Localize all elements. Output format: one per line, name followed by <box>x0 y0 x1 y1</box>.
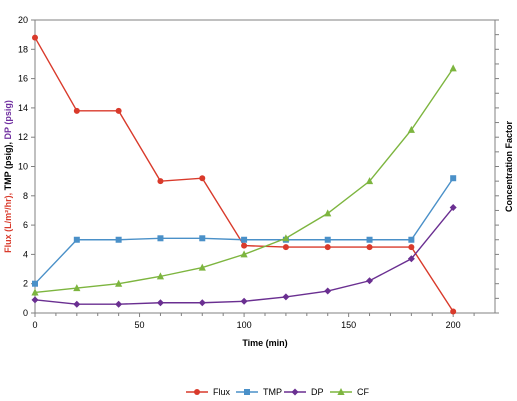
data-point-tmp <box>32 280 38 287</box>
y2-axis-title: Concentration Factor <box>504 121 514 213</box>
data-point-flux <box>408 244 415 251</box>
data-point-tmp <box>324 236 331 243</box>
data-point-dp <box>31 296 39 304</box>
data-point-cf <box>73 284 81 292</box>
data-point-tmp <box>408 236 415 243</box>
y-axis-title-part: DP (psig) <box>3 100 13 139</box>
data-point-cf <box>449 64 457 72</box>
data-point-cf <box>198 263 206 271</box>
data-point-cf <box>407 125 415 133</box>
series-line-tmp <box>34 177 454 285</box>
x-tick-label: 0 <box>32 320 37 330</box>
x-tick-label: 100 <box>237 320 252 330</box>
legend-marker-dp <box>291 388 299 396</box>
data-point-cf <box>156 272 165 280</box>
legend-marker-cf <box>337 388 345 395</box>
legend-label-tmp: TMP <box>263 387 282 397</box>
x-tick-label: 50 <box>135 320 145 330</box>
y-tick-label: 12 <box>18 132 28 142</box>
data-point-dp <box>407 255 415 263</box>
x-tick-label: 200 <box>446 320 461 330</box>
series-line-cf <box>34 67 454 294</box>
data-point-flux <box>241 242 248 249</box>
data-point-cf <box>240 250 248 258</box>
data-point-flux <box>199 175 206 182</box>
y-tick-label: 8 <box>23 191 28 201</box>
y-tick-label: 10 <box>18 162 28 172</box>
data-point-dp <box>366 277 374 285</box>
data-point-tmp <box>366 236 373 243</box>
data-point-flux <box>73 107 80 114</box>
data-point-dp <box>449 204 457 212</box>
y-axis-title: Flux (L/m²/hr), TMP (psig), DP (psig) <box>3 100 13 253</box>
legend-marker-flux <box>194 389 200 395</box>
legend-marker-tmp <box>244 389 250 395</box>
data-point-flux <box>115 107 122 114</box>
data-point-flux <box>450 308 457 315</box>
y-tick-label: 16 <box>18 74 28 84</box>
data-point-tmp <box>241 236 248 243</box>
data-point-dp <box>282 293 290 301</box>
data-point-cf <box>282 234 290 242</box>
y-axis-title-part: TMP (psig), <box>3 140 13 191</box>
data-point-flux <box>282 244 289 251</box>
legend: Flux TMP DP CF <box>186 387 369 397</box>
data-point-cf <box>324 209 332 217</box>
y-tick-label: 4 <box>23 249 28 259</box>
y-tick-label: 14 <box>18 103 28 113</box>
data-point-flux <box>157 178 164 185</box>
data-point-flux <box>324 244 331 251</box>
x-tick-label: 150 <box>341 320 356 330</box>
y-tick-label: 18 <box>18 44 28 54</box>
data-point-flux <box>32 34 38 41</box>
data-point-tmp <box>157 235 164 242</box>
legend-label-flux: Flux <box>213 387 231 397</box>
data-point-dp <box>156 299 164 307</box>
data-point-flux <box>366 244 373 251</box>
y-axis-title-part: Flux (L/m²/hr), <box>3 190 13 253</box>
data-point-dp <box>198 299 206 307</box>
data-point-tmp <box>73 236 80 243</box>
data-point-tmp <box>115 236 122 243</box>
legend-label-cf: CF <box>357 387 369 397</box>
data-point-dp <box>240 297 248 305</box>
y-tick-label: 0 <box>23 308 28 318</box>
legend-label-dp: DP <box>311 387 324 397</box>
x-axis-title: Time (min) <box>242 338 287 348</box>
y-tick-label: 6 <box>23 220 28 230</box>
data-point-tmp <box>450 175 457 182</box>
data-point-cf <box>31 288 39 296</box>
y-tick-label: 20 <box>18 15 28 25</box>
data-point-dp <box>324 287 332 295</box>
data-point-tmp <box>199 235 206 242</box>
data-point-cf <box>365 177 374 185</box>
y-tick-label: 2 <box>23 279 28 289</box>
data-point-dp <box>73 300 81 308</box>
data-point-cf <box>115 279 123 287</box>
data-point-dp <box>115 300 123 308</box>
